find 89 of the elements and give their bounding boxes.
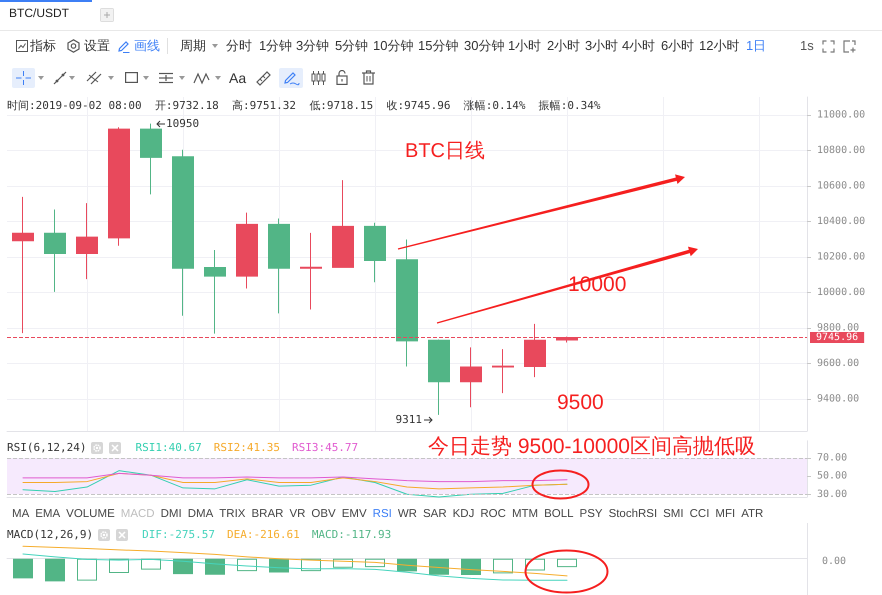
candlestick [428,339,450,416]
text: MTM [512,508,538,520]
series-label: RSI1:40.67 [135,441,202,454]
text: 10分钟 [373,38,414,54]
candlestick [332,180,354,268]
candlestick [364,222,386,283]
text: 12小时 [699,38,740,54]
text: TRIX [219,508,246,520]
text: SMI [663,508,684,520]
annotation: 今日走势 9500-10000区间高抛低吸 [428,434,756,460]
text: WR [398,508,417,520]
y-tick-label: 10800.00 [817,144,866,156]
annotation: 9311 [396,413,422,427]
text: CCI [690,508,710,520]
text: 画线 [134,38,160,54]
text: DMA [188,508,214,520]
chart-title: BTC/USDT [9,6,69,20]
text: 30分钟 [464,38,504,54]
text: BOLL [544,508,574,520]
annotation: 9500 [557,390,604,416]
text: StochRSI [608,508,658,520]
candlestick [108,126,130,246]
y-tick-label: 9600.00 [817,358,860,369]
text: PSY [580,508,603,520]
text: 指标 [30,38,56,54]
text: KDJ [452,508,474,520]
y-tick-label: 9400.00 [817,394,860,405]
y-tick-label: 10600.00 [817,180,866,192]
text: 1日 [746,38,766,54]
y-tick-label: 10400.00 [817,216,866,227]
chart-subtitle: 时间:2019-09-02 08:00 开:9732.18 高:9751.32 低:9718.15 收:9745.96 涨幅:0.14% 振幅:0.34% [7,99,600,112]
text: ROC [480,508,506,520]
text: 6小时 [661,38,694,54]
text: VR [289,508,306,520]
text: 2小时 [547,38,580,54]
y-tick-label: 10000.00 [817,286,866,298]
y-tick-label: 11000.00 [817,109,866,120]
candlestick [44,208,66,292]
text: RSI [372,508,392,520]
candlestick [12,196,34,334]
annotation: 10950 [166,117,200,131]
line-series [22,472,568,482]
y-tick-label: 10200.00 [817,251,866,262]
annotation: BTC日线 [405,139,485,163]
text: 分时 [226,38,252,54]
text: OBV [311,508,336,520]
text: 0.00 [822,556,846,568]
text: 5分钟 [335,38,368,54]
text: 1小时 [508,38,542,54]
y-tick-label: 70.00 [817,452,848,464]
candlestick [236,212,258,290]
candlestick [76,202,98,280]
candlestick [300,232,322,310]
series-label: MACD:-117.93 [312,528,392,541]
ref-line-label: 9745.96 [816,332,858,344]
text: MA [12,508,30,520]
y-tick-label: 9800.00 [817,322,860,334]
series-label: DIF:-275.57 [142,528,215,541]
text: 3小时 [585,38,618,54]
text: Aa [229,70,246,86]
y-tick-label: 50.00 [817,470,848,482]
candlestick [492,348,514,394]
candlestick [268,218,290,314]
text: EMA [35,508,60,520]
text: 3分钟 [296,38,330,54]
text: DMI [160,508,182,520]
text: RSI2:41.35 [214,441,280,454]
candlestick [396,238,418,368]
chart-title: MACD(12,26,9) [7,528,94,541]
text: 设置 [84,38,110,54]
text: EMV [342,508,367,520]
text: ATR [741,508,764,520]
text: VOLUME [66,508,115,520]
candlestick [460,346,482,408]
candlestick [204,249,226,334]
text: 1分钟 [259,38,292,54]
text: 15分钟 [418,38,458,54]
text: BRAR [251,508,284,520]
text: MACD [120,508,155,520]
text: SAR [422,508,447,520]
text: MFI [715,508,736,520]
line-series [22,472,568,490]
text: 4小时 [622,38,656,54]
text: RSI3:45.77 [292,441,358,454]
y-tick-label: 30.00 [817,488,848,500]
text: 1s [800,38,814,54]
text: 周期 [180,38,206,54]
chart-title: RSI(6,12,24) [7,441,86,454]
series-label: DEA:-216.61 [226,528,300,541]
